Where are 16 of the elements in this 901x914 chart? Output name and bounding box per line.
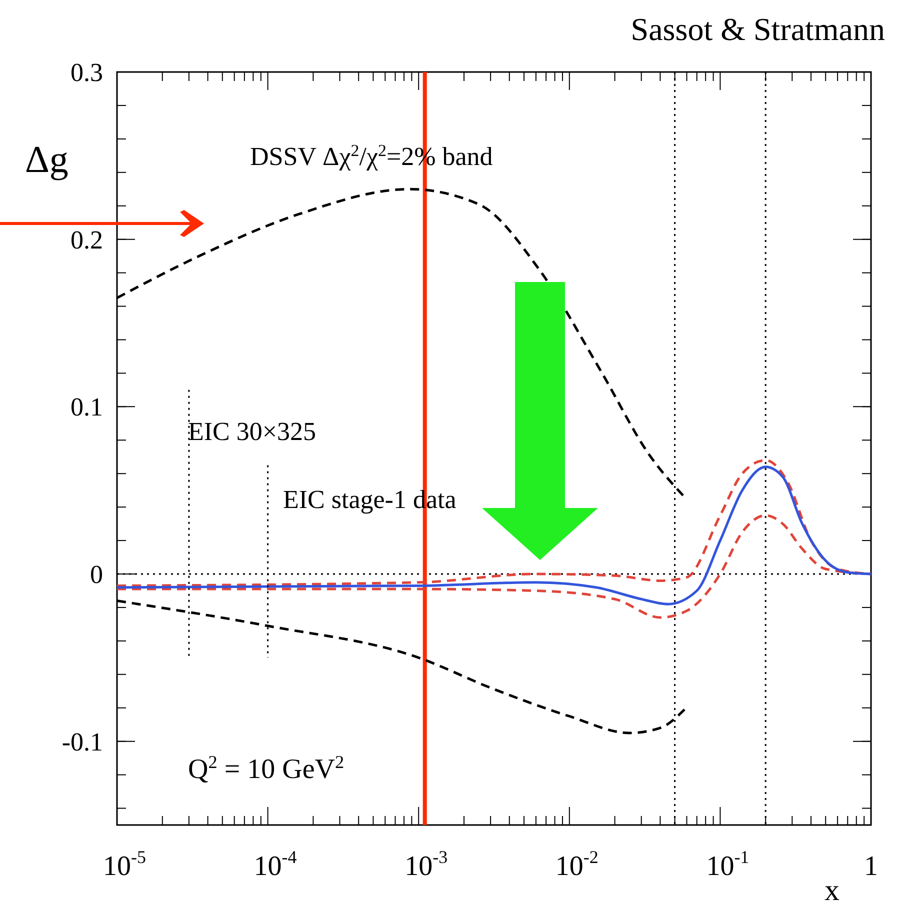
- text: Sassot & Stratmann: [630, 11, 885, 47]
- y-axis-title: Δg: [25, 139, 68, 181]
- x-tick-label: 10$^{-2}$: [555, 847, 598, 882]
- x-axis-title: x: [824, 874, 840, 907]
- annotation: EIC 30×325: [188, 417, 316, 446]
- y-tick-label: 0.3: [70, 58, 103, 87]
- y-tick-label: 0: [90, 560, 103, 589]
- x-tick-label: 10$^{-5}$: [103, 847, 146, 882]
- x-tick-label: 10$^{-4}$: [254, 847, 297, 882]
- x-tick-label: 1: [864, 851, 878, 882]
- y-tick-label: 0.2: [70, 225, 103, 254]
- y-tick-label: 0.1: [70, 392, 103, 422]
- annotation: Q$^{2}$ = 10 GeV$^{2}$: [188, 752, 344, 785]
- x-tick-label: 10$^{-3}$: [404, 847, 448, 882]
- y-tick-label: -0.1: [62, 727, 103, 756]
- x-tick-label: 10$^{-1}$: [706, 847, 750, 882]
